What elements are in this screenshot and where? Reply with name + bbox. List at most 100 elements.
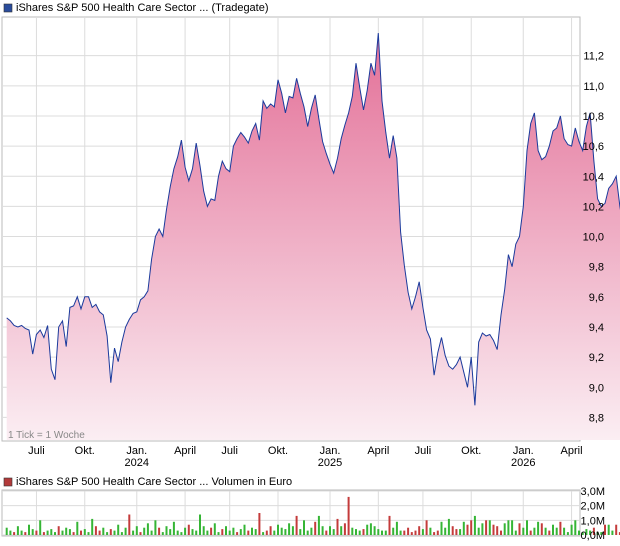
volume-bar [514, 530, 517, 535]
tick-interval-note: 1 Tick = 1 Woche [8, 430, 85, 441]
x-tick-label: Okt. [75, 445, 95, 457]
volume-bar [414, 530, 417, 535]
volume-bar [210, 527, 213, 535]
volume-bar [20, 530, 23, 535]
volume-bar [600, 532, 603, 535]
x-year-label: 2025 [318, 457, 342, 469]
volume-bar [269, 526, 272, 535]
volume-bar [265, 530, 268, 535]
volume-bar [120, 532, 123, 535]
volume-bar [559, 521, 562, 535]
volume-bar [206, 530, 209, 535]
volume-bar [195, 530, 198, 535]
volume-bar [291, 526, 294, 535]
volume-bar [139, 532, 142, 535]
x-tick-label: Jan. [320, 445, 341, 457]
volume-bar [68, 529, 71, 535]
volume-bar [132, 530, 135, 535]
volume-bar [135, 526, 138, 535]
volume-bar [28, 524, 30, 535]
volume-bar [158, 527, 161, 535]
volume-bar [548, 530, 551, 535]
volume-legend-swatch [3, 477, 13, 487]
volume-bar [317, 515, 320, 535]
volume-bar [440, 521, 443, 535]
volume-bar [566, 532, 569, 535]
volume-bar [355, 529, 357, 535]
x-tick-label: Juli [28, 445, 45, 457]
price-y-tick-label: 10,0 [583, 232, 604, 244]
volume-bar [61, 530, 64, 535]
volume-bar [128, 514, 131, 535]
volume-bar [5, 527, 8, 535]
volume-bar [124, 527, 127, 535]
volume-bar [83, 529, 86, 535]
volume-bar [466, 524, 469, 535]
volume-bar [225, 526, 227, 535]
volume-bar [604, 524, 606, 535]
volume-bar [392, 527, 395, 535]
volume-bar [284, 529, 287, 535]
volume-bar [451, 526, 454, 535]
price-y-tick-label: 9,0 [589, 382, 604, 394]
volume-bar [314, 521, 317, 535]
volume-bar [98, 530, 101, 535]
price-y-tick-label: 9,8 [589, 262, 604, 274]
volume-bar [102, 527, 105, 535]
volume-bar [303, 520, 305, 535]
volume-bar [161, 532, 164, 535]
volume-bar [202, 526, 205, 535]
volume-bar [488, 520, 491, 535]
volume-bar [540, 523, 543, 535]
volume-y-tick-label: 0,0M [581, 530, 605, 542]
volume-bar [496, 526, 499, 535]
volume-bar [343, 523, 346, 535]
volume-bar [106, 532, 109, 535]
volume-bar [143, 527, 146, 535]
volume-bar [395, 521, 398, 535]
volume-bar [65, 527, 68, 535]
volume-bar [35, 530, 38, 535]
volume-bar [169, 529, 172, 535]
volume-y-tick-label: 1,0M [581, 515, 605, 527]
price-y-axis: 8,8 9,0 9,2 9,4 9,6 9,8 10,0 10,2 10,4 10,6 10,8 11… [583, 51, 604, 425]
volume-bar [42, 532, 45, 535]
volume-bar [455, 529, 458, 535]
volume-bar [72, 532, 75, 535]
price-chart-title: iShares S&P 500 Health Care Sector ... (… [16, 2, 269, 14]
volume-bar [199, 514, 201, 535]
volume-bar [165, 526, 168, 535]
volume-bar [94, 526, 97, 535]
x-tick-label: April [367, 445, 389, 457]
volume-bar [436, 530, 439, 535]
volume-plot-frame [1, 489, 581, 537]
volume-bar [172, 521, 175, 535]
volume-bar [581, 532, 584, 535]
price-y-tick-label: 9,2 [589, 352, 604, 364]
volume-bar [336, 518, 339, 535]
x-tick-label: Okt. [268, 445, 288, 457]
volume-bar [503, 523, 506, 535]
volume-bar [596, 532, 599, 535]
volume-bar [481, 523, 484, 535]
volume-bar [563, 527, 566, 535]
volume-bar [321, 526, 324, 535]
volume-bar [80, 530, 82, 535]
volume-bar [306, 530, 309, 535]
volume-bar [574, 520, 577, 535]
volume-panel: iShares S&P 500 Health Care Sector ... V… [1, 476, 620, 542]
volume-bar [109, 529, 112, 535]
volume-bar [228, 530, 231, 535]
volume-bar [544, 527, 547, 535]
volume-chart-title: iShares S&P 500 Health Care Sector ... V… [16, 476, 292, 488]
volume-bar [421, 529, 424, 535]
volume-bar [180, 532, 183, 535]
volume-bar [388, 515, 391, 535]
volume-bar [9, 530, 12, 535]
volume-bar [533, 527, 536, 535]
volume-bar [154, 520, 157, 535]
volume-bar [13, 532, 16, 535]
volume-bar [146, 523, 149, 535]
volume-bar [247, 530, 250, 535]
